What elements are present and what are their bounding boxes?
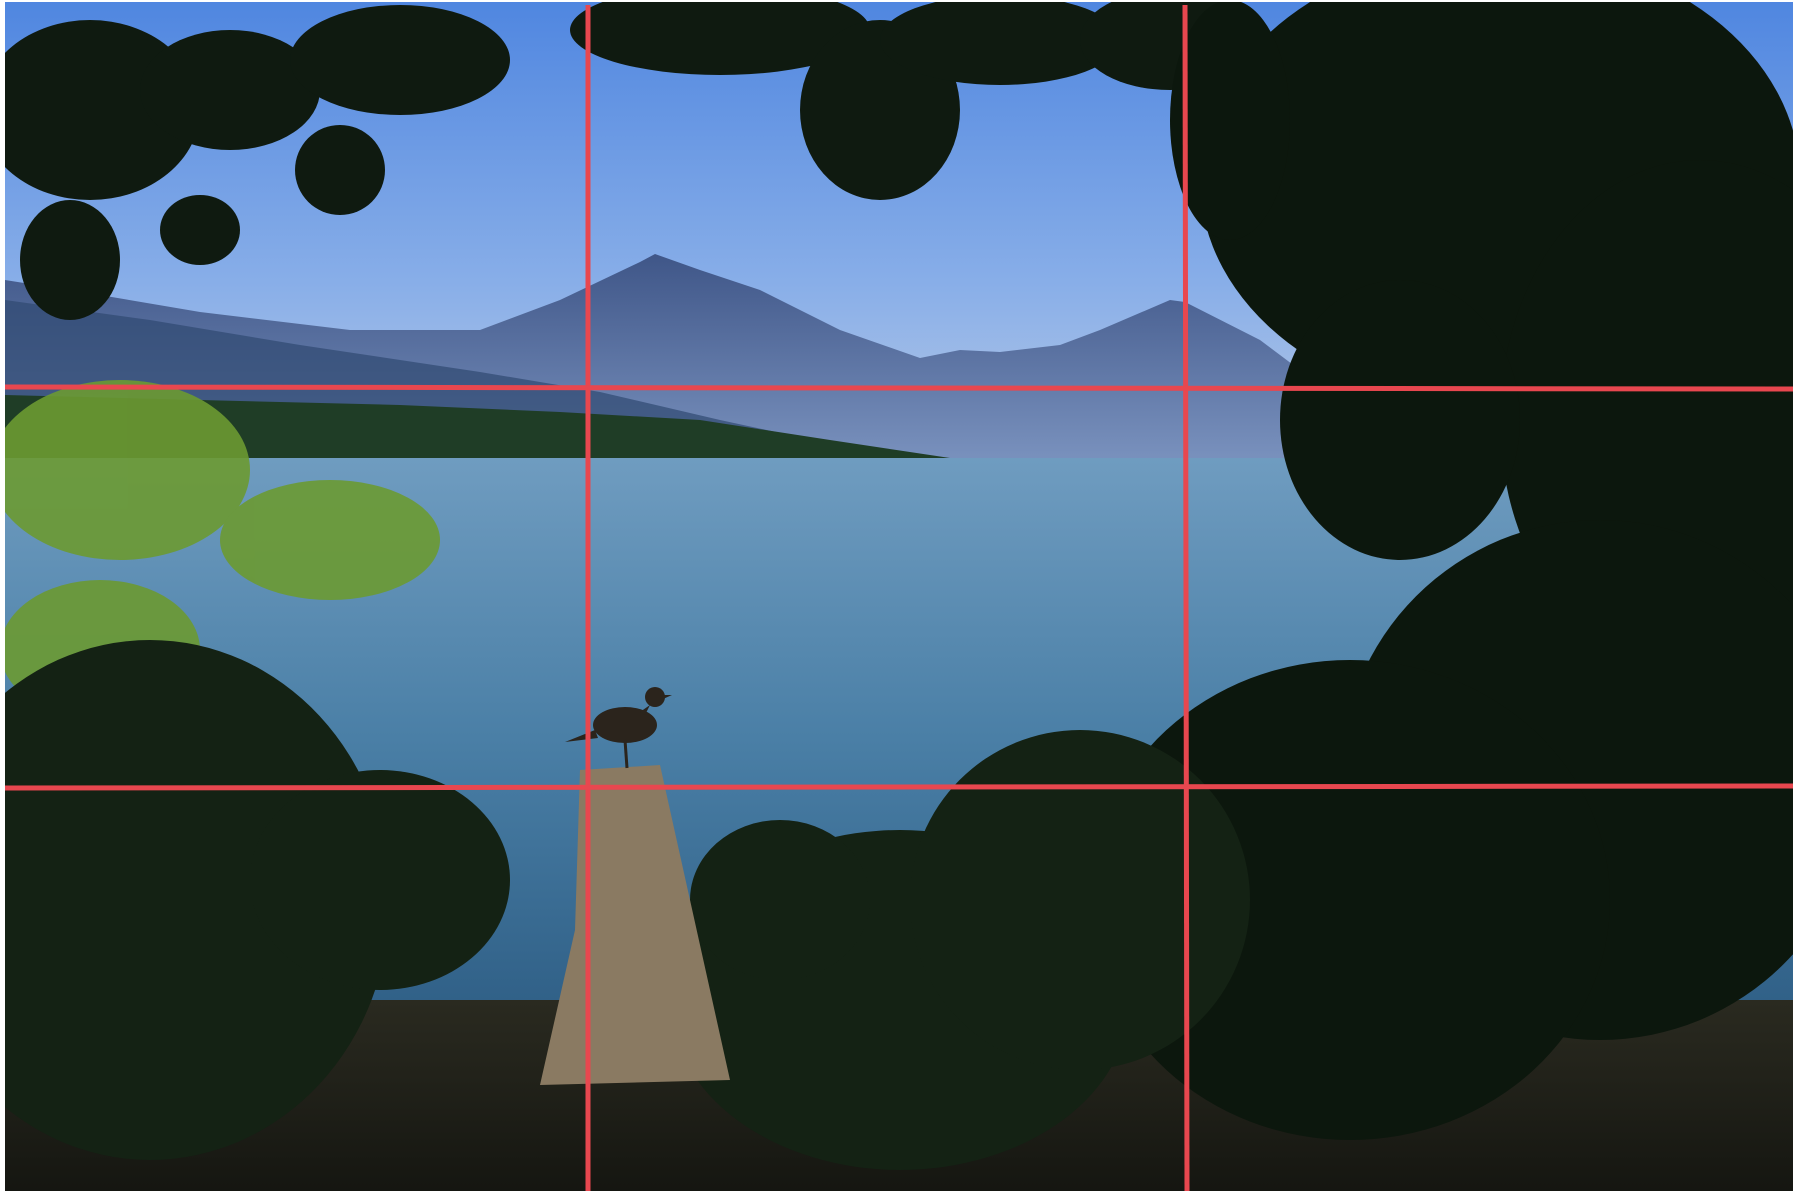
grid-line: [5, 786, 1793, 788]
grid-line: [5, 387, 1793, 389]
scene: [0, 0, 1808, 1191]
grid-line: [1185, 5, 1187, 1191]
photo-with-grid: [0, 0, 1808, 1191]
page: {}: [0, 0, 1808, 1191]
